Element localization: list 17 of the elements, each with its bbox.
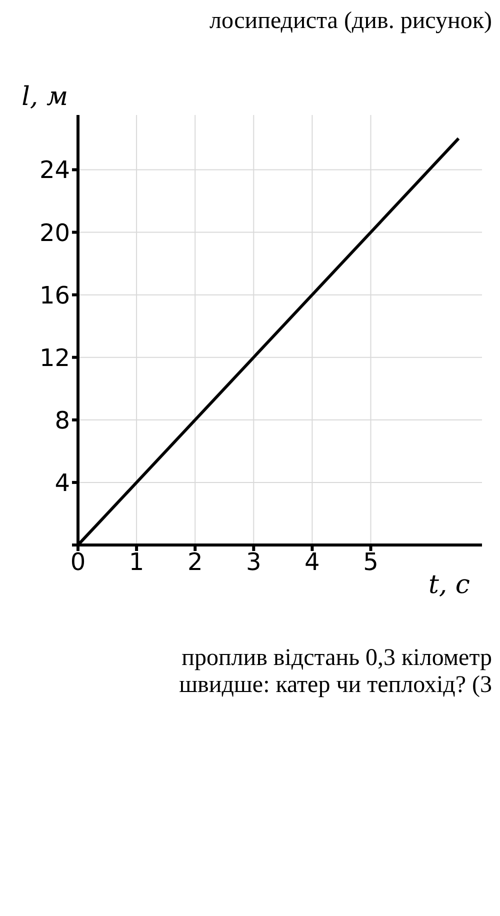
y-tick-label: 8: [54, 406, 70, 434]
x-tick-label: 1: [128, 548, 144, 576]
x-tick-label: 3: [246, 548, 262, 576]
text: проплив відстань 0,3 кілометр: [180, 645, 492, 672]
text: лосипедиста (див. рисунок): [208, 8, 492, 35]
y-axis-title: l, м: [22, 82, 68, 112]
x-tick-label: 4: [304, 548, 320, 576]
x-tick-label: 0: [70, 548, 86, 576]
y-tick-label: 20: [39, 218, 70, 247]
y-tick-label: 16: [39, 281, 70, 310]
x-tick-label: 2: [187, 548, 203, 576]
y-tick-label: 4: [54, 468, 70, 497]
y-tick-label: 24: [39, 156, 70, 184]
text: швидше: катер чи теплохід? (3: [178, 672, 492, 699]
x-axis-title: t, с: [428, 570, 470, 600]
y-tick-label: 12: [39, 344, 70, 372]
x-tick-label: 5: [363, 548, 378, 576]
